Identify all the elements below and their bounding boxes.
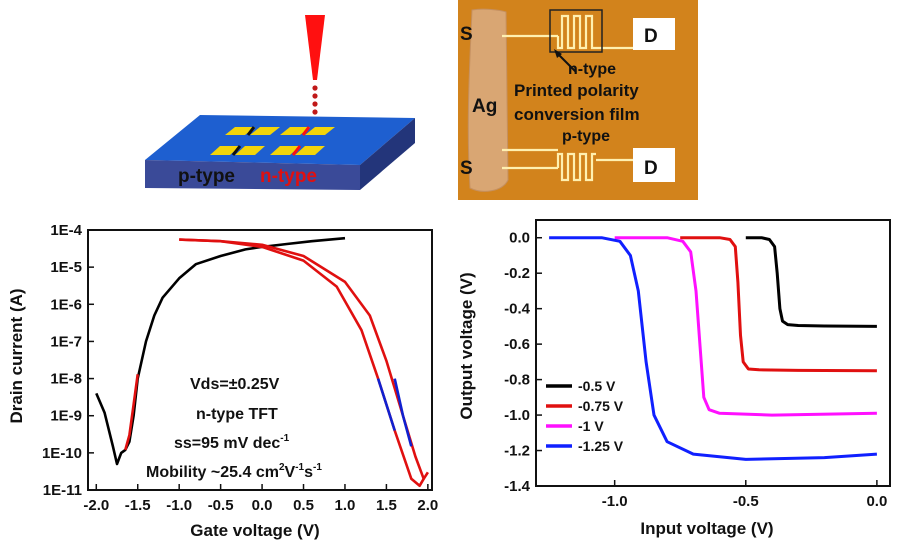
x-tick-label: 1.5 bbox=[376, 497, 397, 514]
y-tick-label: -1.4 bbox=[504, 478, 531, 495]
plot-frame bbox=[87, 229, 433, 491]
y-tick-label: 1E-10 bbox=[42, 445, 82, 462]
y-tick-label: 0.0 bbox=[509, 230, 530, 247]
inverter-chart-svg: -1.0 -0.5 0.0 0.0 -0.2 -0.4 -0.6 -0.8 -1.0 -1.2 -1… bbox=[457, 219, 891, 538]
droplet bbox=[312, 85, 318, 91]
ntype-label: n-type bbox=[568, 61, 616, 78]
inverter-chart: -1.0 -0.5 0.0 0.0 -0.2 -0.4 -0.6 -0.8 -1.0 -1.2 -1… bbox=[450, 206, 900, 542]
photo-svg: S D Ag S D n-type Printed polarity conve… bbox=[458, 0, 698, 200]
print-nozzle-beam bbox=[305, 15, 325, 80]
series-line bbox=[179, 238, 425, 488]
x-tick-label: 2.0 bbox=[417, 497, 438, 514]
legend: -0.5 V -0.75 V -1 V -1.25 V bbox=[546, 378, 624, 454]
y-tick-label: -1.2 bbox=[504, 443, 530, 460]
y-tick-label: -1.0 bbox=[504, 407, 530, 424]
legend-label: -1.25 V bbox=[578, 438, 624, 454]
electrode-pads bbox=[210, 126, 335, 156]
droplet bbox=[312, 109, 318, 115]
y-tick-label: 1E-4 bbox=[50, 222, 82, 239]
series-line bbox=[614, 236, 877, 417]
y-tick-label: -0.8 bbox=[504, 372, 530, 389]
annotation-vds: Vds=±0.25V bbox=[190, 376, 280, 393]
x-tick-label: 0.0 bbox=[252, 497, 273, 514]
series-line bbox=[376, 378, 396, 431]
p-type-label: p-type bbox=[178, 166, 235, 187]
annotation-block: Vds=±0.25V n-type TFT ss=95 mV dec-1 Mob… bbox=[146, 376, 322, 481]
x-tick-label: -1.0 bbox=[166, 497, 192, 514]
series-line bbox=[95, 236, 346, 466]
y-axis-label: Drain current (A) bbox=[7, 288, 26, 423]
y-tick-label: -0.2 bbox=[504, 265, 530, 282]
x-axis-label: Input voltage (V) bbox=[640, 519, 773, 538]
n-type-label: n-type bbox=[260, 166, 317, 187]
photo-labels: S D Ag S D n-type Printed polarity conve… bbox=[460, 24, 658, 179]
y-tick-label: 1E-6 bbox=[50, 296, 82, 313]
legend-label: -1 V bbox=[578, 418, 604, 434]
y-tick-label: 1E-11 bbox=[43, 482, 82, 499]
x-tick-label: 0.5 bbox=[293, 497, 314, 514]
x-tick-label: 1.0 bbox=[335, 497, 356, 514]
source-top-label: S bbox=[460, 24, 473, 45]
drain-bottom-label: D bbox=[644, 158, 658, 179]
plot-frame bbox=[535, 219, 891, 487]
legend-label: -0.75 V bbox=[578, 398, 624, 414]
x-tick-label: -1.0 bbox=[602, 493, 628, 510]
series-line bbox=[549, 236, 877, 461]
x-axis-label: Gate voltage (V) bbox=[190, 521, 319, 540]
drain-pad-bottom bbox=[633, 148, 675, 182]
ag-label: Ag bbox=[472, 96, 497, 117]
y-tick-label: 1E-5 bbox=[50, 259, 82, 276]
droplet bbox=[312, 101, 318, 107]
substrate-front bbox=[145, 160, 360, 190]
drain-pad-top bbox=[633, 18, 675, 50]
y-tick-label: -0.4 bbox=[504, 301, 531, 318]
drain-top-label: D bbox=[644, 26, 658, 47]
series-line bbox=[393, 378, 413, 447]
x-tick-label: -0.5 bbox=[733, 493, 759, 510]
film-label-line2: conversion film bbox=[514, 105, 640, 124]
x-tick-label: 0.0 bbox=[866, 493, 887, 510]
annotation-ss: ss=95 mV dec-1 bbox=[174, 433, 290, 452]
series-line bbox=[179, 238, 429, 481]
transfer-chart: -2.0 -1.5 -1.0 -0.5 0.0 0.5 1.0 1.5 2.0 1E-4 1E-5 1… bbox=[0, 206, 445, 542]
transfer-chart-svg: -2.0 -1.5 -1.0 -0.5 0.0 0.5 1.0 1.5 2.0 1E-4 1E-5 1… bbox=[7, 222, 438, 540]
y-tick-label: 1E-8 bbox=[50, 371, 82, 388]
y-tick-label: 1E-7 bbox=[50, 333, 82, 350]
top-device-lines bbox=[502, 9, 633, 182]
annotation-mobility: Mobility ~25.4 cm2V-1s-1 bbox=[146, 462, 322, 481]
source-bottom-label: S bbox=[460, 158, 473, 179]
device-schematic: p-type n-type bbox=[130, 0, 430, 200]
droplet bbox=[312, 93, 318, 99]
series-line bbox=[124, 374, 139, 451]
annotation-tft: n-type TFT bbox=[196, 406, 278, 423]
x-tick-label: -0.5 bbox=[208, 497, 234, 514]
ag-electrode bbox=[467, 8, 509, 192]
y-axis-label: Output voltage (V) bbox=[457, 272, 476, 419]
legend-label: -0.5 V bbox=[578, 378, 616, 394]
series-line bbox=[745, 236, 877, 328]
y-tick-label: 1E-9 bbox=[50, 408, 82, 425]
substrate-top bbox=[145, 115, 415, 165]
x-tick-label: -1.5 bbox=[125, 497, 151, 514]
substrate-side bbox=[360, 118, 415, 190]
x-tick-label: -2.0 bbox=[83, 497, 109, 514]
film-label-line1: Printed polarity bbox=[514, 81, 639, 100]
schematic-svg: p-type n-type bbox=[145, 15, 415, 190]
series-line bbox=[680, 236, 877, 373]
device-photo: S D Ag S D n-type Printed polarity conve… bbox=[458, 0, 698, 200]
ptype-label: p-type bbox=[562, 128, 610, 145]
y-tick-label: -0.6 bbox=[504, 336, 530, 353]
